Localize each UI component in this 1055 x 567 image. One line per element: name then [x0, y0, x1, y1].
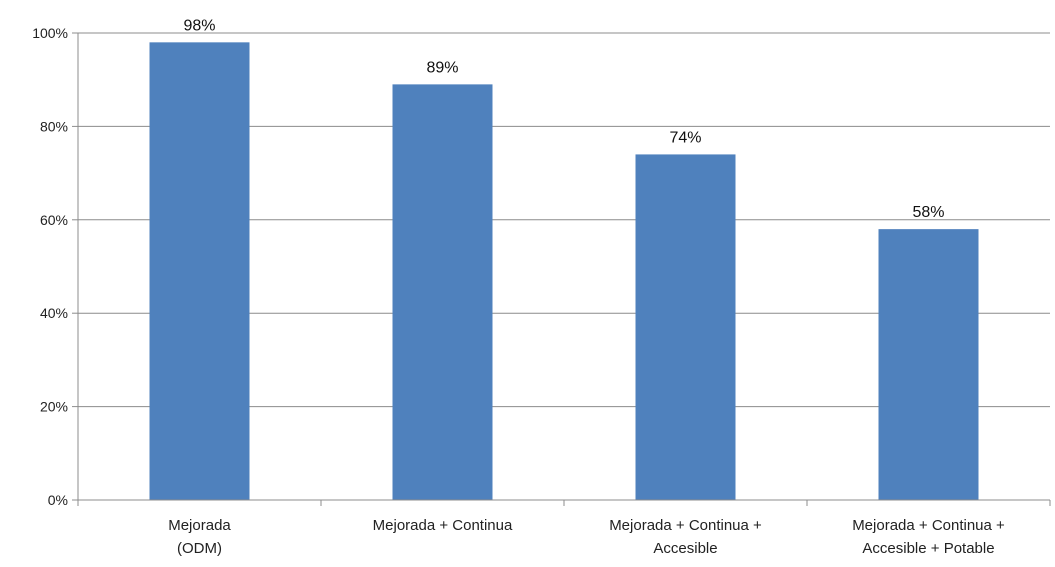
- data-label: 89%: [426, 59, 458, 76]
- x-category-label-line: Mejorada + Continua: [373, 517, 513, 534]
- bars: [149, 42, 979, 501]
- y-tick-label: 0%: [48, 492, 68, 508]
- data-label: 98%: [183, 17, 215, 34]
- bar: [392, 84, 493, 501]
- y-tick-label: 100%: [32, 25, 68, 41]
- y-tick-label: 80%: [40, 118, 68, 134]
- y-tick-label: 40%: [40, 305, 68, 321]
- x-category-label-line: Accesible + Potable: [862, 540, 994, 557]
- data-label: 58%: [912, 204, 944, 221]
- bar: [149, 42, 250, 501]
- y-tick-label: 60%: [40, 212, 68, 228]
- x-category-label-line: Mejorada + Continua +: [609, 517, 762, 534]
- y-tick-label: 20%: [40, 399, 68, 415]
- x-category-label-line: Accesible: [653, 540, 717, 557]
- data-labels: 98% 89% 74% 58%: [183, 17, 944, 221]
- x-category-label: Mejorada (ODM): [168, 517, 231, 557]
- x-category-label: Mejorada + Continua: [373, 517, 513, 534]
- x-category-label-line: Mejorada: [168, 517, 231, 534]
- x-category-label-line: Mejorada + Continua +: [852, 517, 1005, 534]
- data-label: 74%: [669, 129, 701, 146]
- bar: [635, 154, 736, 501]
- x-category-label: Mejorada + Continua + Accesible + Potable: [852, 517, 1005, 557]
- x-category-label-line: (ODM): [177, 540, 222, 557]
- x-category-label: Mejorada + Continua + Accesible: [609, 517, 762, 557]
- y-axis: 0% 20% 40% 60% 80% 100%: [32, 25, 79, 508]
- bar: [878, 229, 979, 500]
- x-axis: Mejorada (ODM) Mejorada + Continua Mejorada…: [77, 499, 1051, 557]
